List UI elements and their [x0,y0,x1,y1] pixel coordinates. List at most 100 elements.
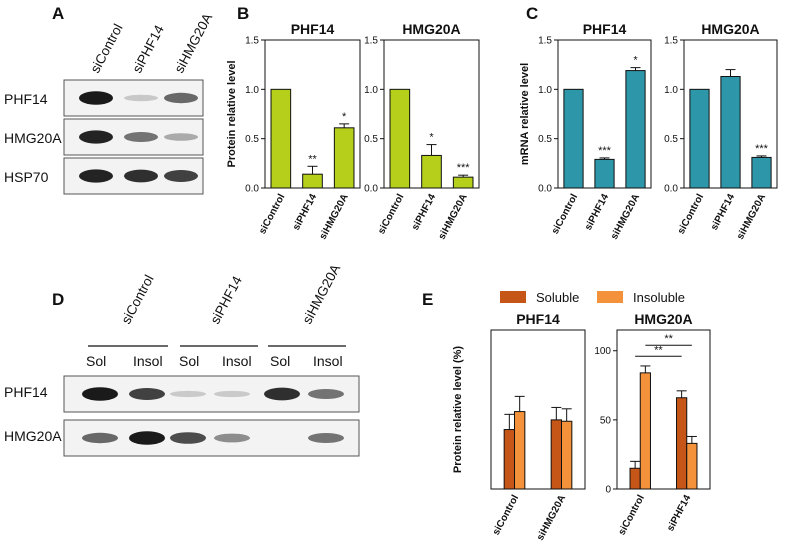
significance-label: ** [664,333,673,345]
blot-a-lane-label: siPHF14 [129,22,167,75]
y-tick-label: 0.5 [245,134,259,145]
chart-title: PHF14 [291,21,335,37]
bar-soluble [629,467,641,490]
chart-title: PHF14 [516,311,560,327]
significance-label: ** [654,344,663,356]
blot-d-sublane-label: Sol [270,353,290,369]
y-axis-label: Protein relative level (%) [452,346,464,473]
bar [689,88,710,189]
blot-a-band [79,169,113,183]
blot-d-band [129,388,165,400]
bar [333,127,355,189]
significance-label: * [429,132,434,144]
y-tick-label: 1.5 [664,36,678,47]
legend-swatch-insoluble [597,291,623,303]
blot-a-band [164,92,198,104]
legend-swatch-soluble [500,291,526,303]
y-tick-label: 100 [594,346,611,357]
legend-label-insoluble: Insoluble [633,290,685,305]
y-tick-label: 0.0 [538,184,552,195]
x-tick-label: siPHF14 [709,192,737,232]
blot-a-row-label: HMG20A [4,130,62,146]
y-tick-label: 0 [605,485,611,496]
bar-insoluble [686,442,698,490]
x-tick-label: siPHF14 [291,192,319,232]
y-tick-label: 1.0 [245,85,259,96]
blot-d-band [129,431,165,445]
x-tick-label: siPHF14 [410,192,438,232]
significance-label: ** [308,153,317,165]
blot-d-band [308,389,344,399]
blot-d-group-label: siControl [118,272,156,326]
x-tick-label: siHMG20A [318,192,351,241]
panel-label-d: D [52,290,64,309]
y-tick-label: 1.5 [245,36,259,47]
blot-a-band [79,130,113,144]
blot-d-band [82,387,118,401]
bar-insoluble [514,411,526,490]
y-tick-label: 0.0 [364,184,378,195]
chart-title: PHF14 [583,21,627,37]
y-tick-label: 1.0 [664,85,678,96]
blot-d-band [214,433,250,443]
legend-label-soluble: Soluble [536,290,579,305]
blot-d-band [214,390,250,398]
x-tick-label: siHMG20A [735,192,768,241]
blot-d-sublane-label: Sol [179,353,199,369]
blot-d-band [170,390,206,398]
blot-a-row-label: HSP70 [4,169,49,185]
x-tick-label: siHMG20A [535,493,568,542]
chart-frame [490,329,586,490]
significance-label: *** [598,145,612,157]
x-tick-label: siControl [550,192,580,236]
blot-a-band [124,169,158,183]
blot-d-group-label: siHMG20A [299,262,343,327]
blot-a-band [164,133,198,141]
x-tick-label: siHMG20A [437,192,470,241]
x-tick-label: siControl [257,192,287,236]
blot-a-lane-label: siControl [87,21,125,75]
bar [452,176,474,189]
blot-d-band [308,433,344,443]
x-tick-label: siControl [676,192,706,236]
y-tick-label: 1.5 [538,36,552,47]
panel-label-c: C [526,4,538,23]
significance-label: *** [755,143,769,155]
bar [625,70,646,189]
bar [270,88,292,189]
panel-label-b: B [237,4,249,23]
chart-title: HMG20A [634,311,692,327]
bar-soluble [550,419,562,490]
bar [389,88,411,189]
panel-label-e: E [422,290,433,309]
bar [421,154,442,189]
x-tick-label: siPHF14 [665,493,693,533]
bar [302,173,323,189]
blot-d-band [82,432,118,444]
y-axis-label: Protein relative level [226,61,238,168]
blot-d-row-label: PHF14 [4,384,48,400]
blot-d-band [264,387,300,401]
y-tick-label: 0.5 [364,134,378,145]
blot-a-lane-label: siHMG20A [171,11,215,76]
chart-title: HMG20A [701,21,759,37]
legend-e: Soluble Insoluble [500,290,685,305]
x-tick-label: siControl [376,192,406,236]
x-tick-label: siHMG20A [609,192,642,241]
blot-d-group-label: siPHF14 [207,273,245,326]
bar-insoluble [561,420,573,490]
chart-title: HMG20A [402,21,460,37]
blot-d-row-label: HMG20A [4,428,62,444]
chart-frame [616,329,711,490]
bar [751,156,772,189]
bar [720,76,741,189]
y-tick-label: 0.5 [664,134,678,145]
x-tick-label: siControl [617,493,647,537]
bar-insoluble [639,372,651,490]
y-tick-label: 1.0 [538,85,552,96]
panel-label-a: A [52,4,64,23]
y-tick-label: 1.5 [364,36,378,47]
blot-a-band [79,91,113,105]
significance-label: * [633,55,638,67]
